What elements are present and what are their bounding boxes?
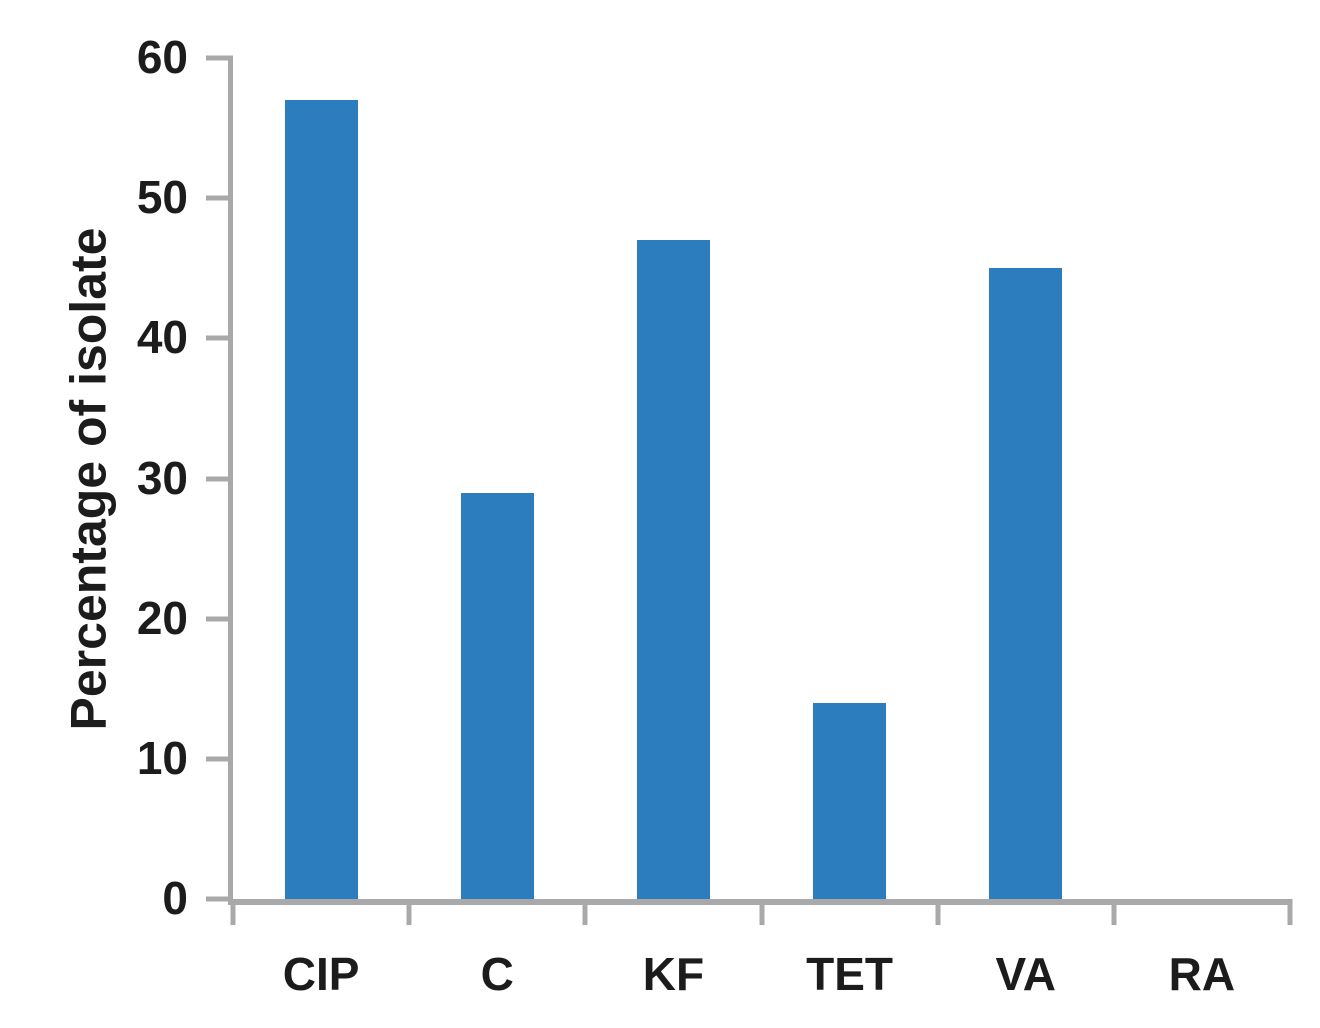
bar-kf <box>636 240 710 899</box>
y-axis-tick <box>206 896 233 902</box>
y-axis-tick <box>206 476 233 481</box>
y-axis-tick <box>206 616 233 622</box>
x-tick-label-tet: TET <box>806 948 894 1000</box>
y-tick-label: 30 <box>136 451 188 504</box>
y-axis-tick <box>206 756 233 762</box>
y-axis-tick <box>206 195 233 201</box>
bar-tet <box>813 702 887 899</box>
y-axis-title: Percentage of isolate <box>60 227 116 730</box>
y-axis-title-box: Percentage of isolate <box>36 58 140 899</box>
bar-c <box>460 492 534 899</box>
y-tick-label: 20 <box>136 591 188 644</box>
x-tick-label-c: C <box>480 948 514 1000</box>
x-tick-label-kf: KF <box>642 948 705 1000</box>
x-axis-tick <box>1287 899 1293 925</box>
x-axis-tick <box>935 899 941 925</box>
y-axis-tick <box>206 55 233 61</box>
x-axis-tick <box>230 899 236 925</box>
y-axis-tick <box>206 335 233 341</box>
y-tick-label: 60 <box>136 30 188 83</box>
x-axis-tick <box>1111 899 1117 925</box>
x-tick-label-va: VA <box>995 948 1057 1000</box>
x-axis-tick <box>759 899 764 925</box>
y-tick-label: 40 <box>136 311 188 364</box>
x-tick-label-ra: RA <box>1168 948 1236 1000</box>
x-axis-tick <box>406 899 412 925</box>
bar-va <box>989 268 1063 899</box>
plot-area: 0 10 20 30 40 50 60 CIP C KF TET VA RA <box>137 31 1293 1000</box>
y-tick-label: 0 <box>162 871 188 924</box>
x-axis-tick <box>582 899 588 925</box>
x-tick-label-cip: CIP <box>282 948 360 1000</box>
y-tick-label: 10 <box>136 731 188 784</box>
bar-cip <box>284 100 358 899</box>
y-tick-label: 50 <box>136 171 188 224</box>
